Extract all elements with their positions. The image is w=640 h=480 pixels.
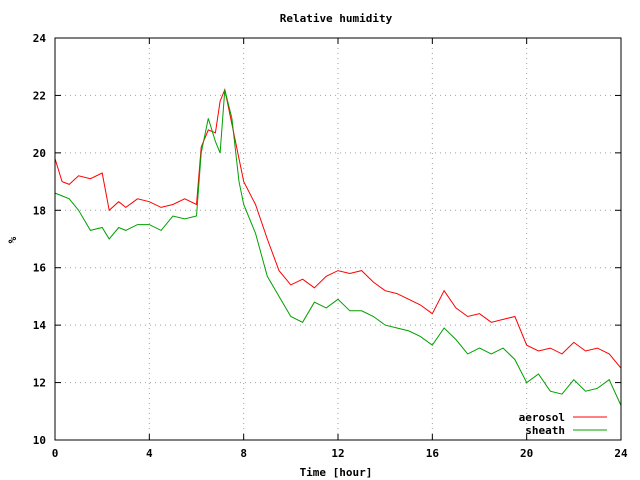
legend-label-aerosol: aerosol: [519, 411, 565, 424]
y-tick-label: 18: [33, 204, 46, 217]
y-axis-label: %: [6, 236, 19, 243]
plot-frame: [54, 37, 622, 441]
x-tick-label: 12: [331, 447, 344, 460]
y-tick-label: 16: [33, 262, 47, 275]
x-tick-label: 4: [146, 447, 153, 460]
chart-title: Relative humidity: [280, 12, 393, 25]
axis-ticks: 0 4 8 12 16 20 24 10 12 14 16 18 20 22 24: [33, 32, 628, 460]
series-line-aerosol: [54, 87, 622, 369]
y-tick-label: 20: [33, 147, 46, 160]
legend-label-sheath: sheath: [525, 424, 565, 437]
series-lines: [54, 87, 622, 406]
y-tick-label: 12: [33, 377, 46, 390]
series-line-sheath: [54, 89, 622, 406]
x-tick-label: 8: [240, 447, 247, 460]
grid: [55, 38, 621, 440]
y-tick-label: 14: [33, 319, 47, 332]
x-tick-label: 24: [614, 447, 628, 460]
x-tick-label: 16: [426, 447, 440, 460]
y-tick-label: 24: [33, 32, 47, 45]
x-axis-label: Time [hour]: [300, 466, 373, 479]
y-tick-label: 10: [33, 434, 46, 447]
x-tick-label: 0: [52, 447, 59, 460]
x-tick-label: 20: [520, 447, 533, 460]
y-tick-label: 22: [33, 89, 46, 102]
